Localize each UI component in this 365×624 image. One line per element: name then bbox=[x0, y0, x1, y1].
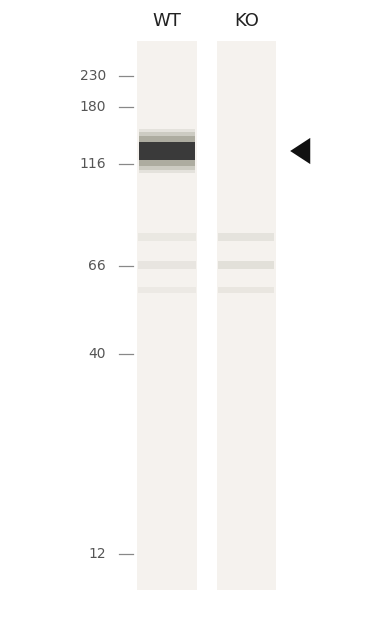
Text: 230: 230 bbox=[80, 69, 106, 83]
Bar bbox=[139, 142, 195, 160]
Bar bbox=[218, 233, 274, 241]
Text: KO: KO bbox=[234, 12, 259, 30]
Text: WT: WT bbox=[152, 12, 181, 30]
Text: 66: 66 bbox=[88, 259, 106, 273]
Text: 116: 116 bbox=[79, 157, 106, 171]
Bar bbox=[137, 41, 197, 590]
Bar bbox=[217, 41, 276, 590]
Bar bbox=[138, 233, 196, 241]
Bar bbox=[139, 132, 195, 170]
Bar bbox=[138, 261, 196, 269]
Bar bbox=[139, 136, 195, 166]
Bar bbox=[218, 287, 274, 293]
Text: 180: 180 bbox=[79, 100, 106, 114]
Bar bbox=[139, 129, 195, 173]
Polygon shape bbox=[290, 138, 310, 164]
Bar bbox=[138, 287, 196, 293]
Text: 12: 12 bbox=[88, 547, 106, 561]
Text: 40: 40 bbox=[88, 348, 106, 361]
Bar bbox=[218, 261, 274, 269]
